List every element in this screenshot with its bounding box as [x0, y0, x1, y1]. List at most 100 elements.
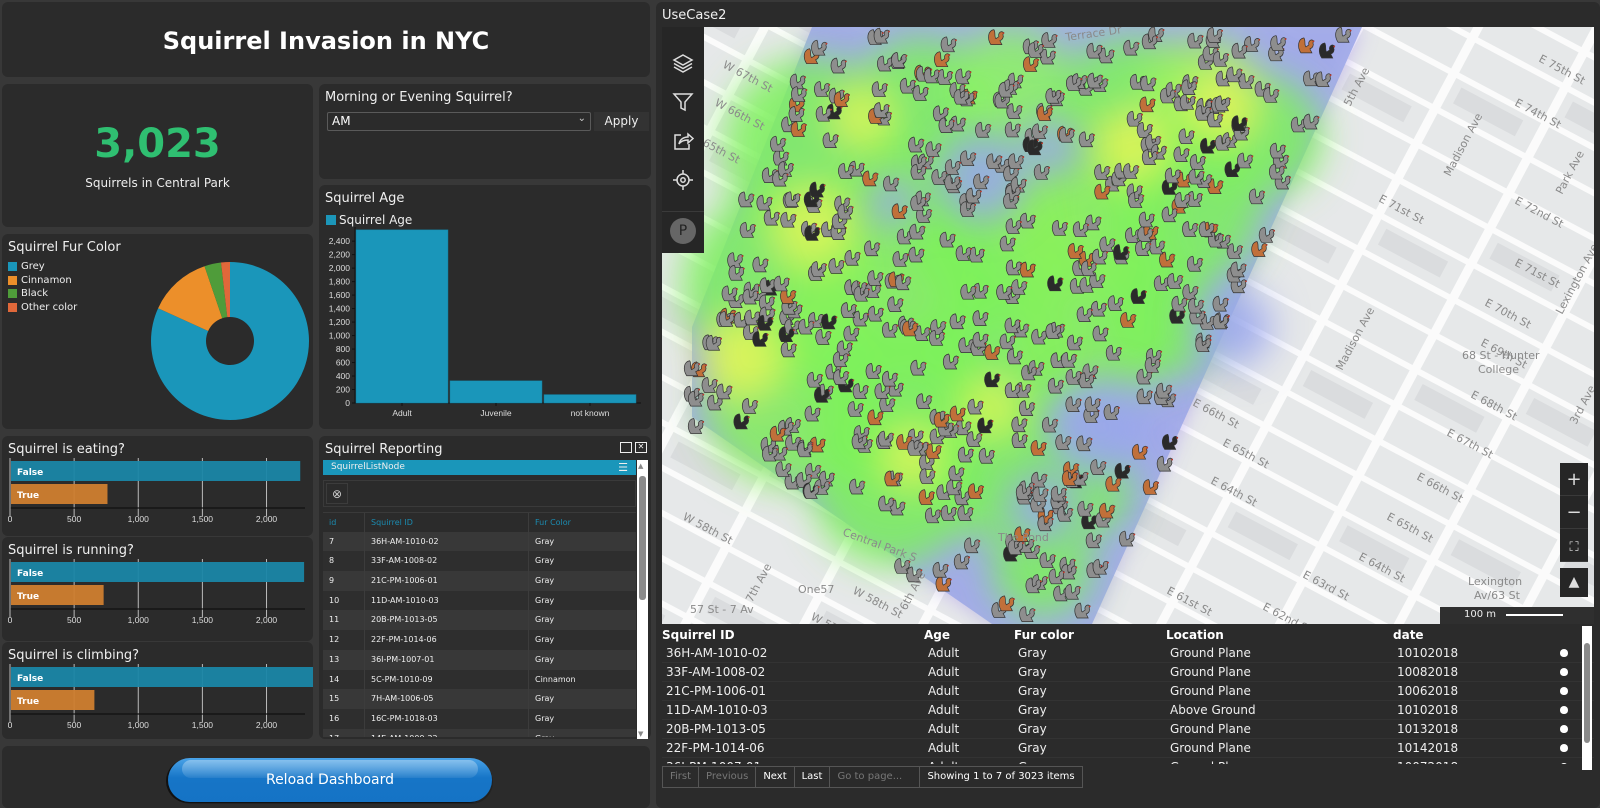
- close-button[interactable]: ✕: [635, 442, 647, 453]
- scroll-up-arrow[interactable]: ▲: [638, 462, 644, 470]
- grid-cell: Gray: [535, 576, 555, 586]
- age-bar[interactable]: [449, 380, 543, 404]
- attribute-table-scrollbar[interactable]: [1582, 626, 1592, 770]
- last-page-button[interactable]: Last: [795, 767, 831, 787]
- table-cell: 10132018: [1397, 722, 1459, 736]
- bool-bar[interactable]: [11, 562, 305, 582]
- zoom-to-feature-button[interactable]: [1549, 644, 1579, 662]
- pie-slice[interactable]: [151, 262, 309, 420]
- column-header[interactable]: Fur Color: [535, 518, 571, 527]
- legend-swatch: [8, 262, 17, 272]
- grid-cell: Gray: [535, 615, 555, 625]
- age-legend-label: Squirrel Age: [339, 213, 413, 227]
- grid-row[interactable]: 12 22F-PM-1014-06 Gray: [323, 630, 636, 650]
- profile-button[interactable]: P: [670, 218, 696, 244]
- squirrel-markers[interactable]: [683, 27, 1352, 622]
- grid-row[interactable]: 16 16C-PM-1018-03 Gray: [323, 708, 636, 729]
- column-header[interactable]: date: [1393, 628, 1424, 642]
- legend-item: Black: [8, 287, 77, 301]
- column-header[interactable]: id: [323, 513, 365, 532]
- header-panel: Squirrel Invasion in NYC: [2, 2, 650, 77]
- column-header[interactable]: Location: [1166, 628, 1224, 642]
- table-cell: Adult: [928, 684, 960, 698]
- apply-button[interactable]: Apply: [594, 112, 649, 131]
- bool-bar[interactable]: [11, 484, 108, 504]
- layers-button[interactable]: [662, 43, 704, 82]
- grid-row[interactable]: 14 5C-PM-1010-09 Cinnamon: [323, 669, 636, 690]
- first-page-button[interactable]: First: [663, 767, 700, 787]
- age-bar[interactable]: [355, 229, 449, 404]
- grid-row[interactable]: 1714E-AM-1009-22Gray: [323, 728, 636, 737]
- bool-bar[interactable]: [11, 690, 95, 710]
- pager: First Previous Next Last Go to page... S…: [662, 766, 1083, 788]
- table-row[interactable]: 11D-AM-1010-03 Adult Gray Above Ground 10102…: [662, 701, 1594, 720]
- maximize-button[interactable]: [620, 442, 632, 453]
- column-header[interactable]: Squirrel ID: [365, 513, 529, 532]
- attribute-table-body: 36H-AM-1010-02 Adult Gray Ground Plane 10102…: [662, 644, 1594, 764]
- column-header[interactable]: Fur color: [1014, 628, 1074, 642]
- reporting-scrollbar[interactable]: ▲ ▼: [637, 460, 648, 739]
- table-cell: 36H-AM-1010-02: [666, 646, 768, 660]
- zoom-to-feature-button[interactable]: [1549, 720, 1579, 738]
- svg-text:1,800: 1,800: [329, 277, 351, 287]
- grid-cell: 14: [323, 669, 365, 690]
- bool-bar[interactable]: [11, 585, 104, 605]
- svg-text:True: True: [17, 491, 39, 501]
- filter-button[interactable]: [662, 82, 704, 121]
- scroll-down-arrow[interactable]: ▼: [638, 730, 644, 738]
- zoom-to-feature-button[interactable]: [1549, 758, 1579, 764]
- zoom-to-feature-button[interactable]: [1549, 701, 1579, 719]
- table-cell: 21C-PM-1006-01: [666, 684, 767, 698]
- table-row[interactable]: 21C-PM-1006-01 Adult Gray Ground Plane 10062…: [662, 682, 1594, 701]
- map-view[interactable]: W 67th St W 66th St 65th St Terrace Dr 5th A…: [662, 27, 1594, 624]
- reporting-title: Squirrel Reporting: [325, 442, 443, 457]
- reload-dashboard-button[interactable]: Reload Dashboard: [168, 758, 492, 802]
- grid-cell: Cinnamon: [535, 674, 576, 684]
- grid-row[interactable]: 10 11D-AM-1010-03 Gray: [323, 590, 636, 611]
- table-row[interactable]: 33F-AM-1008-02 Adult Gray Ground Plane 10082…: [662, 663, 1594, 682]
- previous-page-button[interactable]: Previous: [699, 767, 757, 787]
- table-row[interactable]: 36H-AM-1010-02 Adult Gray Ground Plane 10102…: [662, 644, 1594, 663]
- zoom-to-feature-button[interactable]: [1549, 663, 1579, 681]
- scroll-thumb[interactable]: [1584, 643, 1590, 743]
- shift-select[interactable]: AM ⌄: [327, 112, 591, 131]
- grid-row[interactable]: 13 36I-PM-1007-01 Gray: [323, 649, 636, 670]
- hamburger-menu-icon[interactable]: ☰: [618, 461, 628, 474]
- grid-row[interactable]: 9 21C-PM-1006-01 Gray: [323, 571, 636, 591]
- next-page-button[interactable]: Next: [756, 767, 795, 787]
- zoom-out-button[interactable]: −: [1560, 496, 1588, 529]
- share-button[interactable]: [662, 121, 704, 160]
- svg-text:200: 200: [336, 385, 350, 395]
- fur-color-panel: Squirrel Fur Color Grey Cinnamon Black Othe…: [2, 234, 313, 429]
- pie-slice[interactable]: [204, 262, 228, 319]
- scroll-thumb[interactable]: [639, 476, 646, 600]
- zoom-to-feature-button[interactable]: [1549, 682, 1579, 700]
- zoom-to-feature-button[interactable]: [1549, 739, 1579, 757]
- age-bar[interactable]: [543, 394, 637, 404]
- locate-button[interactable]: [662, 160, 704, 199]
- map-label: 57 St - 7 Av: [690, 603, 754, 616]
- fullscreen-button[interactable]: ⛶: [1560, 529, 1588, 562]
- compass-button[interactable]: ▲: [1560, 568, 1588, 597]
- pie-slice[interactable]: [158, 266, 223, 332]
- grid-row[interactable]: 15 7H-AM-1006-05 Gray: [323, 689, 636, 709]
- filter-title: Morning or Evening Squirrel?: [325, 90, 513, 105]
- grid-row[interactable]: 11 20B-PM-1013-05 Gray: [323, 610, 636, 631]
- grid-row[interactable]: 7 36H-AM-1010-02 Gray: [323, 531, 636, 552]
- grid-cell: 13: [323, 649, 365, 670]
- table-cell: 11D-AM-1010-03: [666, 703, 768, 717]
- column-header[interactable]: Age: [924, 628, 951, 642]
- table-row[interactable]: 20B-PM-1013-05 Adult Gray Ground Plane 10132…: [662, 720, 1594, 739]
- grid-row[interactable]: 8 33F-AM-1008-02 Gray: [323, 551, 636, 572]
- table-row[interactable]: 22F-PM-1014-06 Adult Gray Ground Plane 10142…: [662, 739, 1594, 758]
- clear-filter-button[interactable]: ⊗: [326, 483, 348, 504]
- bool-bar[interactable]: [11, 461, 301, 481]
- goto-page-input[interactable]: Go to page...: [830, 767, 921, 787]
- bool-bar[interactable]: [11, 667, 313, 687]
- age-title: Squirrel Age: [325, 191, 405, 206]
- column-header[interactable]: Squirrel ID: [662, 628, 735, 642]
- pie-slice[interactable]: [220, 262, 230, 318]
- zoom-in-button[interactable]: +: [1560, 463, 1588, 496]
